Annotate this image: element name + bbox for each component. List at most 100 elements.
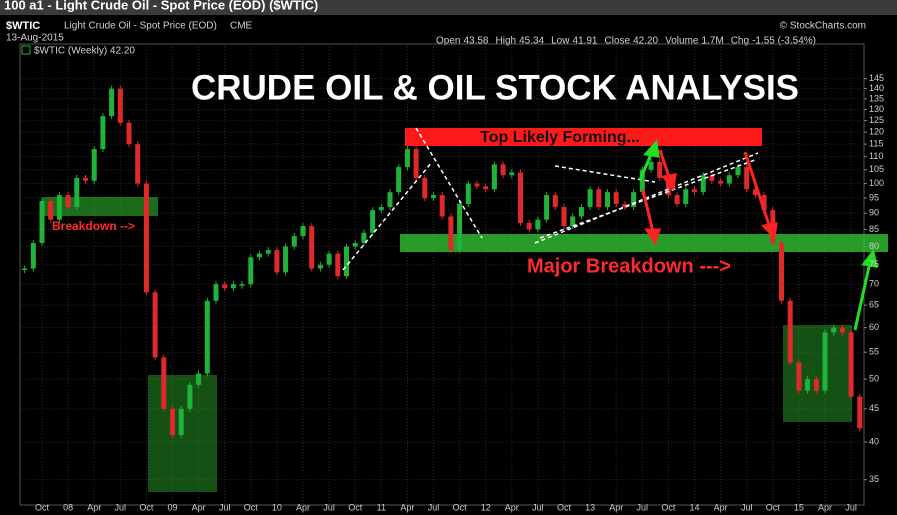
- price-bar: [483, 186, 489, 190]
- price-bar: [39, 201, 45, 244]
- quote: Open 43.58 High 45.34 Low 41.91 Close 42.20 Volu…: [436, 36, 816, 47]
- quote-label: Chg: [731, 36, 749, 47]
- price-bar: [56, 195, 62, 220]
- price-bar: [257, 253, 262, 258]
- price-bar: [213, 284, 219, 301]
- x-tick-label: Apr: [609, 502, 623, 512]
- x-tick-label: Apr: [714, 502, 728, 512]
- price-bar: [761, 195, 767, 211]
- price-bar: [222, 284, 228, 289]
- price-bar: [274, 250, 280, 273]
- price-bar: [674, 195, 680, 205]
- quote-label: Open: [436, 36, 460, 47]
- y-tick-label: 120: [869, 126, 884, 136]
- x-tick-label: Apr: [505, 502, 519, 512]
- x-tick-label: Apr: [400, 502, 414, 512]
- price-bar: [474, 183, 480, 187]
- y-tick-label: 100: [869, 178, 884, 188]
- quote-label: Close: [605, 36, 631, 47]
- price-bar: [361, 232, 367, 244]
- x-tick-label: Apr: [296, 502, 310, 512]
- price-bar: [605, 192, 610, 208]
- x-tick-label: Oct: [557, 502, 572, 512]
- price-bar: [387, 192, 393, 208]
- x-tick-label: Oct: [35, 502, 50, 512]
- price-bar: [344, 246, 349, 277]
- price-bar: [48, 201, 54, 220]
- y-tick-label: 110: [869, 151, 883, 161]
- y-tick-label: 95: [869, 192, 879, 202]
- quote-value: -1.55 (-3.54%): [752, 36, 816, 47]
- quote-value: 41.91: [572, 36, 597, 47]
- x-tick-label: Jul: [741, 502, 753, 512]
- price-bar: [787, 300, 793, 363]
- price-bar: [639, 169, 645, 193]
- price-bar: [578, 207, 584, 217]
- breakdown-label: Breakdown -->: [52, 219, 135, 233]
- price-bar: [665, 177, 671, 196]
- x-tick-label: Oct: [139, 502, 154, 512]
- x-tick-label: Jul: [532, 502, 544, 512]
- y-tick-label: 125: [869, 115, 884, 125]
- trend-lines: [342, 127, 759, 271]
- price-bar: [317, 264, 323, 269]
- x-tick-label: Jul: [323, 502, 335, 512]
- price-bar: [544, 195, 550, 220]
- price-bar: [700, 175, 706, 193]
- price-bar: [152, 292, 158, 358]
- price-bar: [457, 204, 463, 251]
- quote-label: High: [496, 36, 517, 47]
- price-bar: [683, 189, 689, 205]
- x-tick-label: Oct: [348, 502, 363, 512]
- price-bar: [805, 379, 811, 391]
- x-tick-label: Jul: [115, 502, 127, 512]
- x-tick-label: Jul: [428, 502, 440, 512]
- x-tick-label: Oct: [661, 502, 676, 512]
- y-tick-label: 75: [869, 259, 879, 269]
- y-tick-label: 40: [869, 436, 879, 446]
- price-bar: [535, 219, 541, 230]
- major-breakdown-label: Major Breakdown --->: [527, 255, 731, 277]
- price-bar: [196, 373, 202, 385]
- price-bar: [283, 246, 289, 273]
- y-tick-label: 90: [869, 208, 879, 218]
- price-bar: [161, 357, 167, 409]
- price-bar: [178, 408, 184, 436]
- price-bar: [309, 226, 315, 269]
- y-tick-label: 80: [869, 241, 879, 251]
- quote-value: 43.58: [463, 36, 488, 47]
- window-title: 100 a1 - Light Crude Oil - Spot Price (E…: [4, 0, 318, 12]
- price-bar: [431, 195, 436, 199]
- quote-value: 42.20: [633, 36, 658, 47]
- price-bar: [596, 189, 602, 208]
- price-bar: [587, 189, 593, 208]
- price-bar: [291, 236, 297, 247]
- top-label: Top Likely Forming...: [480, 129, 640, 146]
- price-bar: [613, 192, 619, 205]
- y-tick-label: 70: [869, 279, 879, 289]
- quote-value: 1.7M: [701, 36, 723, 47]
- price-bar: [822, 332, 828, 391]
- price-bar: [657, 161, 663, 178]
- price-bar: [117, 88, 123, 123]
- y-tick-label: 50: [869, 373, 879, 383]
- price-bar: [813, 379, 819, 391]
- x-tick-label: 11: [377, 502, 386, 512]
- y-tick-label: 60: [869, 322, 879, 332]
- date: 13-Aug-2015: [6, 33, 64, 44]
- price-bar: [857, 396, 863, 429]
- price-bar: [413, 149, 419, 178]
- price-bar: [726, 175, 732, 184]
- price-bar: [422, 177, 428, 199]
- price-bar: [552, 195, 558, 208]
- price-bar: [735, 167, 741, 176]
- x-tick-label: 10: [272, 502, 282, 512]
- subtitle: Light Crude Oil - Spot Price (EOD): [64, 21, 217, 32]
- price-bar: [709, 175, 715, 181]
- price-bar: [752, 189, 758, 196]
- price-bar: [300, 226, 306, 237]
- price-bar: [109, 88, 115, 117]
- price-bar: [622, 204, 628, 208]
- x-tick-label: 14: [689, 502, 699, 512]
